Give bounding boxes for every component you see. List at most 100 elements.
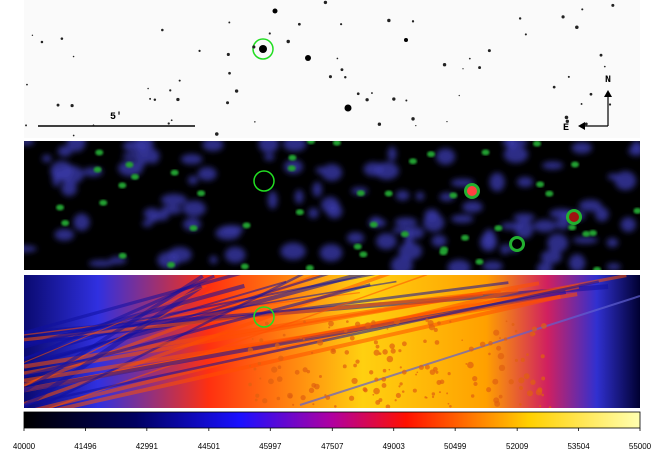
- artifact: [334, 405, 337, 408]
- source: [332, 141, 341, 146]
- artifact: [325, 395, 331, 400]
- artifact: [394, 399, 397, 402]
- artifact: [530, 379, 536, 385]
- artifact: [492, 378, 499, 385]
- artifact: [541, 376, 546, 381]
- artifact: [470, 394, 475, 398]
- artifact: [342, 364, 347, 369]
- source: [93, 166, 102, 173]
- streak: [24, 283, 371, 378]
- artifact: [472, 376, 478, 382]
- artifact: [306, 369, 311, 374]
- source: [369, 221, 378, 228]
- blob: [431, 234, 447, 247]
- blob: [506, 141, 517, 150]
- artifact: [393, 318, 401, 325]
- star: [599, 53, 603, 57]
- blob: [500, 244, 510, 255]
- artifact: [302, 367, 308, 373]
- colorbar-tick-label: 50499: [444, 442, 467, 451]
- artifact: [431, 395, 435, 399]
- blob: [423, 213, 445, 232]
- streak: [24, 280, 600, 407]
- star: [40, 40, 44, 44]
- artifact: [511, 323, 515, 326]
- star: [442, 62, 447, 67]
- blob: [209, 255, 218, 264]
- source: [545, 190, 554, 197]
- optical-panel: 5′ N E: [24, 0, 640, 138]
- streak: [24, 283, 245, 349]
- artifact: [318, 375, 322, 379]
- artifact: [331, 348, 336, 353]
- star: [564, 115, 569, 120]
- star: [340, 68, 344, 72]
- star: [92, 124, 95, 126]
- exposure-panel: [24, 275, 640, 408]
- blob: [61, 181, 77, 197]
- source: [533, 141, 542, 147]
- source: [167, 261, 176, 268]
- scale-label: 5′: [110, 111, 122, 123]
- colorbar-tick-label: 42991: [136, 442, 159, 451]
- blob: [394, 217, 418, 227]
- artifact: [328, 320, 334, 327]
- blob: [462, 201, 483, 213]
- streak: [24, 275, 241, 335]
- artifact: [401, 341, 407, 347]
- blob: [568, 254, 586, 270]
- artifact: [292, 403, 295, 406]
- source: [593, 266, 602, 270]
- artifact: [540, 354, 545, 359]
- artifact: [449, 320, 452, 323]
- source: [427, 151, 436, 158]
- artifact: [494, 400, 501, 407]
- star: [228, 71, 231, 75]
- star: [147, 87, 149, 90]
- blob: [143, 207, 160, 220]
- blob: [180, 154, 203, 165]
- artifact: [278, 355, 284, 361]
- artifact: [255, 393, 260, 398]
- colorbar-tick-label: 40000: [13, 442, 36, 451]
- star: [297, 22, 301, 26]
- source: [189, 225, 198, 232]
- blob: [606, 263, 621, 270]
- blob: [435, 148, 456, 165]
- artifact: [373, 349, 380, 356]
- source: [449, 192, 458, 199]
- blob: [294, 189, 304, 204]
- blob: [631, 141, 640, 151]
- source: [570, 161, 579, 168]
- artifact: [498, 364, 506, 372]
- source: [475, 258, 484, 265]
- streak: [24, 290, 501, 342]
- star: [478, 66, 482, 69]
- source: [400, 231, 409, 238]
- colorbar-tick-label: 44501: [198, 442, 221, 451]
- blob: [54, 228, 75, 241]
- source: [125, 161, 134, 168]
- artifact: [314, 383, 320, 390]
- blob: [224, 246, 246, 264]
- star: [404, 38, 408, 42]
- blob: [52, 169, 61, 187]
- source: [295, 209, 304, 216]
- blob: [215, 226, 241, 241]
- blob: [376, 233, 397, 250]
- blob: [516, 176, 534, 188]
- star: [344, 76, 347, 79]
- source: [633, 207, 640, 214]
- blob: [160, 193, 187, 206]
- blob: [197, 166, 217, 181]
- artifact: [253, 367, 257, 371]
- artifact: [328, 326, 331, 329]
- blob: [571, 141, 593, 154]
- colorbar-tick-label: 49003: [383, 442, 406, 451]
- artifact: [499, 337, 501, 340]
- colorbar-tick-label: 41496: [74, 442, 97, 451]
- source: [95, 149, 104, 156]
- artifact: [436, 380, 442, 385]
- star: [487, 49, 491, 53]
